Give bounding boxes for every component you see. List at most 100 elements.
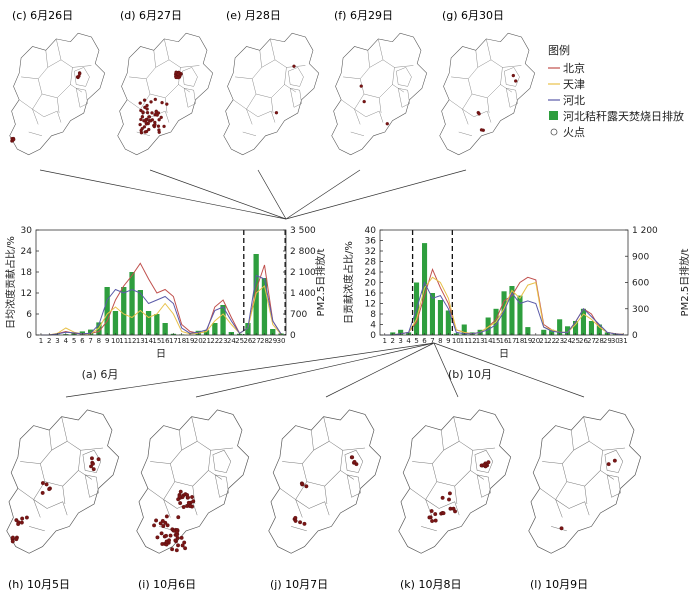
map-label: (e) 月28日: [226, 9, 281, 22]
emission-bar: [509, 286, 515, 335]
x-tick-label: 17: [169, 337, 178, 345]
fire-point: [176, 543, 181, 548]
fire-point: [40, 481, 45, 486]
emission-bar: [203, 330, 210, 335]
fire-point: [292, 64, 296, 68]
emission-bar: [261, 278, 268, 335]
emission-bar: [461, 324, 467, 335]
connector-line: [433, 342, 459, 398]
fire-point: [486, 460, 491, 465]
connector-line: [195, 342, 435, 398]
y2-tick-label: 2 100: [290, 268, 316, 278]
fire-point: [44, 482, 49, 487]
fire-point: [191, 499, 196, 504]
emission-bar: [580, 308, 586, 336]
fire-point: [160, 100, 164, 105]
x-tick-label: 6: [422, 337, 427, 345]
region-map: [6, 409, 120, 554]
fire-point: [139, 117, 143, 122]
emission-bar: [588, 321, 594, 335]
y-tick-label: 40: [365, 226, 377, 236]
fire-point: [139, 128, 143, 133]
emission-bar: [445, 310, 451, 335]
fire-point: [479, 128, 484, 132]
x-tick-label: 2: [47, 337, 51, 345]
fire-point: [176, 515, 181, 520]
fire-point: [173, 538, 178, 543]
x-tick-label: 14: [144, 337, 153, 345]
x-tick-label: 25: [235, 337, 244, 345]
legend-label: 天津: [563, 78, 585, 91]
series-line: [41, 285, 282, 336]
y2-tick-label: 0: [632, 331, 638, 341]
x-tick-label: 16: [161, 337, 170, 345]
emission-bar: [596, 324, 602, 335]
connector-line: [325, 342, 435, 398]
fire-point: [514, 79, 518, 83]
fire-point: [153, 122, 157, 127]
x-tick-label: 3: [55, 337, 59, 345]
emission-bar: [245, 323, 251, 335]
connector-line: [149, 169, 287, 220]
fire-point: [170, 547, 175, 552]
x-tick-label: 28: [595, 337, 604, 345]
fire-point: [154, 518, 159, 523]
x-tick-label: 24: [563, 337, 572, 345]
x-tick-label: 12: [128, 337, 137, 345]
y2-tick-label: 1 400: [290, 289, 316, 299]
y-axis-label: 日均浓度贡献占比/%: [4, 236, 17, 329]
fire-point: [91, 467, 96, 472]
emission-bar: [525, 327, 531, 335]
connector-lines: [39, 169, 585, 398]
maps-row-june: (c) 6月26日 (d) 6月27日 (e) 月28日 (f) 6月29日 (g) 6…: [9, 9, 535, 156]
fire-point: [148, 119, 153, 123]
fire-point: [164, 533, 169, 538]
fire-point: [440, 495, 445, 500]
x-tick-label: 10: [452, 337, 461, 345]
fire-point: [157, 118, 161, 122]
fire-point: [167, 538, 172, 543]
fire-point: [144, 120, 148, 125]
fire-point: [156, 124, 161, 128]
region-outline: [331, 32, 427, 156]
fire-point: [145, 103, 149, 108]
map-label: (g) 6月30日: [442, 9, 504, 22]
emission-bar: [112, 311, 119, 335]
fire-point: [181, 505, 186, 509]
fire-point: [12, 137, 16, 142]
x-tick-label: 25: [571, 337, 580, 345]
emission-bar: [573, 321, 579, 335]
y-tick-label: 20: [365, 279, 377, 289]
fire-point: [174, 529, 179, 534]
x-axis-label: 日: [156, 349, 166, 360]
x-tick-label: 15: [152, 337, 161, 345]
y-tick-label: 18: [21, 268, 33, 278]
y2-axis-label: PM2.5日排放/t: [314, 248, 327, 316]
fire-point: [141, 110, 145, 114]
fire-point: [144, 117, 148, 122]
x-tick-label: 19: [186, 337, 195, 345]
x-tick-label: 7: [88, 337, 92, 345]
fire-point: [186, 495, 190, 500]
legend-label: 北京: [563, 61, 585, 75]
region-outline: [398, 409, 512, 554]
fire-point: [14, 537, 19, 542]
x-tick-label: 13: [136, 337, 145, 345]
region-map: [331, 32, 427, 156]
maps-row-october: (h) 10月5日 (i) 10月6日 (j) 10月7日 (k) 10月8日 (l) …: [6, 409, 642, 591]
emission-bar: [437, 300, 443, 335]
fire-point: [156, 111, 161, 115]
emission-bar: [121, 287, 127, 335]
y-tick-label: 24: [365, 268, 377, 278]
fire-point: [155, 535, 160, 540]
fire-point: [47, 487, 52, 492]
legend-label: 河北: [563, 94, 585, 107]
y-tick-label: 32: [365, 247, 376, 257]
x-tick-label: 4: [406, 337, 411, 345]
fire-point: [447, 491, 452, 496]
fire-point: [157, 128, 161, 132]
y-tick-label: 30: [21, 226, 33, 236]
